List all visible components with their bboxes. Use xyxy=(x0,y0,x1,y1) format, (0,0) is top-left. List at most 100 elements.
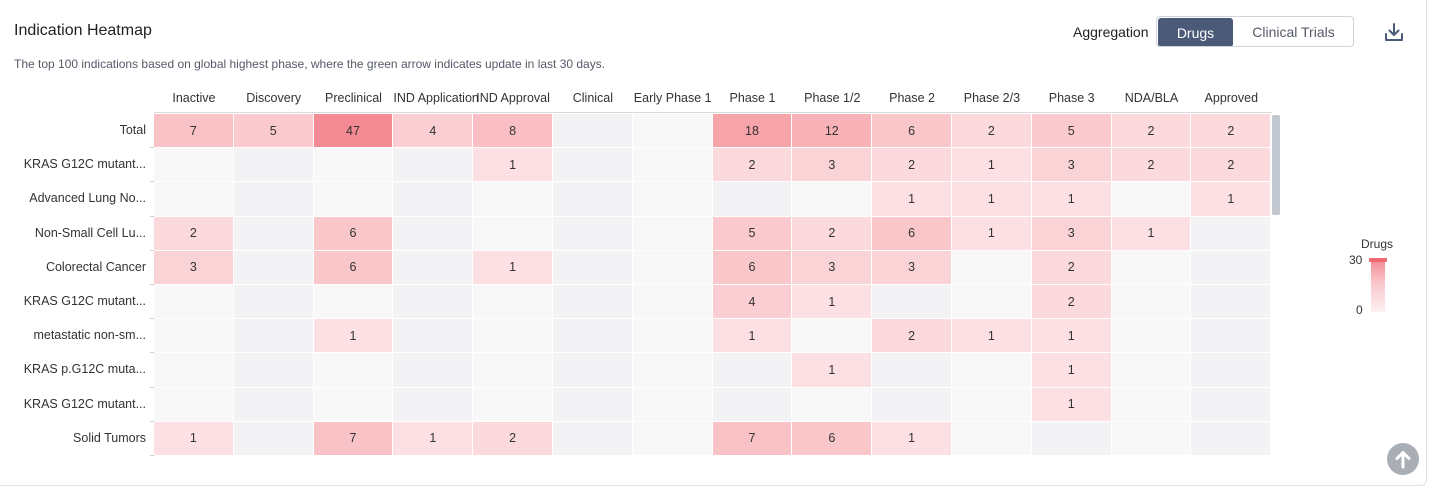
heatmap-cell[interactable] xyxy=(154,388,234,422)
heatmap-cell[interactable]: 3 xyxy=(1032,148,1112,182)
heatmap-cell[interactable] xyxy=(1191,388,1271,422)
heatmap-cell[interactable] xyxy=(792,319,872,353)
heatmap-cell[interactable]: 2 xyxy=(872,319,952,353)
heatmap-cell[interactable] xyxy=(234,353,314,387)
heatmap-cell[interactable] xyxy=(393,148,473,182)
heatmap-cell[interactable] xyxy=(1112,285,1192,319)
heatmap-cell[interactable]: 2 xyxy=(1032,251,1112,285)
heatmap-cell[interactable]: 2 xyxy=(1191,148,1271,182)
heatmap-cell[interactable] xyxy=(234,217,314,251)
heatmap-cell[interactable] xyxy=(1112,182,1192,216)
heatmap-cell[interactable]: 7 xyxy=(713,422,793,456)
heatmap-cell[interactable] xyxy=(473,285,553,319)
heatmap-cell[interactable]: 5 xyxy=(234,114,314,148)
heatmap-cell[interactable]: 47 xyxy=(314,114,394,148)
heatmap-cell[interactable] xyxy=(393,388,473,422)
heatmap-cell[interactable] xyxy=(952,353,1032,387)
heatmap-cell[interactable]: 6 xyxy=(872,217,952,251)
legend-range-handle[interactable] xyxy=(1369,258,1387,262)
heatmap-cell[interactable]: 7 xyxy=(154,114,234,148)
heatmap-cell[interactable]: 6 xyxy=(713,251,793,285)
heatmap-cell[interactable] xyxy=(553,114,633,148)
heatmap-cell[interactable]: 18 xyxy=(713,114,793,148)
heatmap-cell[interactable]: 6 xyxy=(314,251,394,285)
heatmap-cell[interactable]: 1 xyxy=(1032,319,1112,353)
heatmap-cell[interactable]: 1 xyxy=(1112,217,1192,251)
heatmap-cell[interactable] xyxy=(553,388,633,422)
aggregation-option-drugs[interactable]: Drugs xyxy=(1158,18,1233,47)
heatmap-cell[interactable]: 2 xyxy=(1032,285,1112,319)
heatmap-cell[interactable]: 2 xyxy=(952,114,1032,148)
heatmap-cell[interactable] xyxy=(1191,353,1271,387)
heatmap-cell[interactable] xyxy=(234,148,314,182)
heatmap-cell[interactable]: 1 xyxy=(872,422,952,456)
heatmap-cell[interactable] xyxy=(473,353,553,387)
heatmap-cell[interactable]: 1 xyxy=(952,148,1032,182)
heatmap-cell[interactable] xyxy=(872,353,952,387)
heatmap-cell[interactable] xyxy=(1112,388,1192,422)
heatmap-cell[interactable] xyxy=(633,114,713,148)
heatmap-cell[interactable] xyxy=(393,182,473,216)
heatmap-cell[interactable]: 6 xyxy=(792,422,872,456)
heatmap-cell[interactable] xyxy=(1191,217,1271,251)
heatmap-cell[interactable] xyxy=(314,148,394,182)
heatmap-cell[interactable] xyxy=(553,251,633,285)
heatmap-cell[interactable]: 2 xyxy=(792,217,872,251)
heatmap-cell[interactable]: 5 xyxy=(1032,114,1112,148)
heatmap-cell[interactable]: 1 xyxy=(1032,353,1112,387)
heatmap-cell[interactable] xyxy=(872,388,952,422)
heatmap-cell[interactable] xyxy=(1112,319,1192,353)
heatmap-cell[interactable] xyxy=(1112,353,1192,387)
heatmap-cell[interactable]: 4 xyxy=(393,114,473,148)
heatmap-cell[interactable] xyxy=(314,388,394,422)
heatmap-cell[interactable]: 3 xyxy=(792,251,872,285)
heatmap-cell[interactable] xyxy=(952,388,1032,422)
heatmap-cell[interactable] xyxy=(792,182,872,216)
heatmap-cell[interactable] xyxy=(553,319,633,353)
heatmap-cell[interactable] xyxy=(553,217,633,251)
heatmap-cell[interactable]: 1 xyxy=(1032,182,1112,216)
heatmap-cell[interactable] xyxy=(633,217,713,251)
heatmap-cell[interactable]: 3 xyxy=(154,251,234,285)
download-icon[interactable] xyxy=(1382,20,1406,44)
heatmap-cell[interactable]: 2 xyxy=(154,217,234,251)
heatmap-cell[interactable] xyxy=(473,217,553,251)
heatmap-cell[interactable] xyxy=(713,388,793,422)
heatmap-cell[interactable] xyxy=(1191,422,1271,456)
heatmap-cell[interactable] xyxy=(633,251,713,285)
heatmap-cell[interactable]: 2 xyxy=(1112,114,1192,148)
heatmap-cell[interactable]: 1 xyxy=(872,182,952,216)
heatmap-cell[interactable] xyxy=(1112,422,1192,456)
heatmap-cell[interactable] xyxy=(234,388,314,422)
heatmap-cell[interactable]: 2 xyxy=(473,422,553,456)
heatmap-cell[interactable] xyxy=(553,422,633,456)
heatmap-cell[interactable]: 4 xyxy=(713,285,793,319)
heatmap-cell[interactable] xyxy=(314,285,394,319)
heatmap-cell[interactable] xyxy=(633,353,713,387)
heatmap-cell[interactable] xyxy=(393,217,473,251)
heatmap-cell[interactable] xyxy=(1032,422,1112,456)
heatmap-cell[interactable]: 1 xyxy=(952,319,1032,353)
heatmap-cell[interactable] xyxy=(154,285,234,319)
heatmap-cell[interactable] xyxy=(633,148,713,182)
heatmap-cell[interactable] xyxy=(473,319,553,353)
heatmap-scrollbar[interactable] xyxy=(1272,115,1280,215)
heatmap-cell[interactable] xyxy=(952,285,1032,319)
arrow-up-icon[interactable] xyxy=(1387,443,1419,475)
heatmap-cell[interactable] xyxy=(154,353,234,387)
heatmap-cell[interactable]: 8 xyxy=(473,114,553,148)
heatmap-cell[interactable] xyxy=(633,319,713,353)
heatmap-cell[interactable] xyxy=(553,148,633,182)
heatmap-cell[interactable] xyxy=(872,285,952,319)
heatmap-cell[interactable]: 3 xyxy=(1032,217,1112,251)
heatmap-cell[interactable]: 1 xyxy=(792,285,872,319)
heatmap-cell[interactable] xyxy=(952,422,1032,456)
heatmap-cell[interactable]: 1 xyxy=(154,422,234,456)
heatmap-cell[interactable]: 3 xyxy=(872,251,952,285)
heatmap-cell[interactable] xyxy=(234,422,314,456)
heatmap-cell[interactable] xyxy=(393,319,473,353)
heatmap-cell[interactable]: 2 xyxy=(1191,114,1271,148)
heatmap-cell[interactable] xyxy=(393,353,473,387)
heatmap-cell[interactable] xyxy=(553,353,633,387)
heatmap-cell[interactable] xyxy=(952,251,1032,285)
